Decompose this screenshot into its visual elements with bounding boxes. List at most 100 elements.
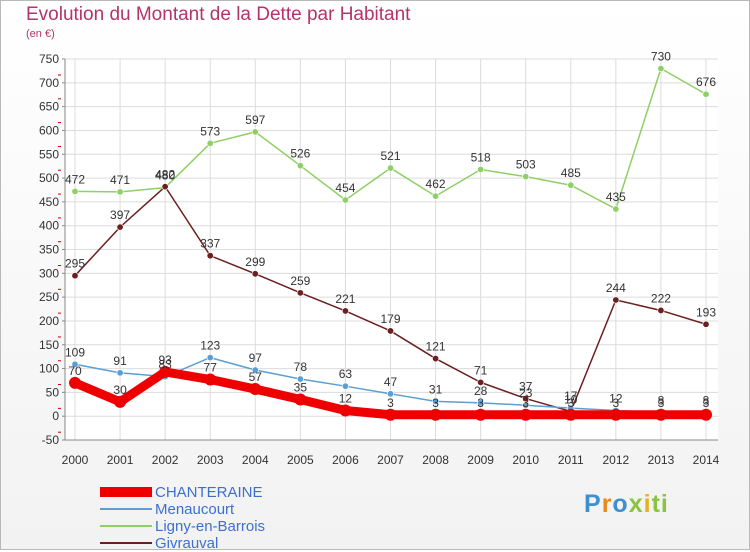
data-point	[612, 296, 620, 304]
data-label: 93	[158, 353, 172, 367]
y-tick-label: 400	[39, 219, 59, 233]
x-tick-label: 2004	[242, 453, 269, 467]
data-point	[386, 390, 394, 398]
data-label: 3	[613, 396, 620, 410]
data-point	[339, 404, 352, 417]
logo-letter: i	[660, 490, 669, 518]
data-label: 259	[290, 274, 310, 288]
logo-letter: x	[628, 490, 644, 518]
y-tick-label: 450	[39, 195, 59, 209]
data-label: 730	[651, 50, 671, 64]
x-tick-label: 2012	[603, 453, 630, 467]
data-label: 78	[294, 360, 308, 374]
data-label: 518	[471, 150, 491, 164]
data-label: 63	[339, 367, 353, 381]
y-tick-label: 600	[39, 123, 59, 137]
y-tick-label: 500	[39, 171, 59, 185]
data-label: 221	[335, 292, 355, 306]
data-point	[294, 393, 307, 406]
y-tick-label: -50	[42, 433, 60, 447]
data-point	[474, 408, 487, 421]
data-label: 480	[155, 169, 175, 183]
data-label: 121	[426, 340, 446, 354]
data-point	[432, 192, 440, 200]
y-tick-label: 0	[52, 409, 59, 423]
legend-swatch	[100, 508, 152, 510]
data-point	[251, 128, 259, 136]
y-tick-label: 50	[46, 385, 60, 399]
logo-letter: i	[643, 490, 652, 518]
data-label: 299	[245, 255, 265, 269]
data-label: 31	[429, 382, 443, 396]
data-label: 244	[606, 281, 626, 295]
data-label: 23	[519, 386, 533, 400]
y-tick-label: 150	[39, 338, 59, 352]
legend-label: Menaucourt	[155, 501, 235, 518]
x-tick-label: 2002	[152, 453, 179, 467]
data-point	[69, 376, 81, 389]
x-tick-label: 2005	[287, 453, 314, 467]
data-point	[251, 366, 259, 374]
data-point	[432, 355, 440, 363]
data-label: 454	[335, 181, 355, 195]
data-point	[296, 162, 304, 170]
data-label: 83	[158, 358, 172, 372]
x-tick-label: 2010	[512, 453, 539, 467]
data-label: 526	[290, 147, 310, 161]
data-point	[477, 399, 485, 407]
legend-swatch	[100, 525, 152, 527]
data-point	[251, 270, 259, 278]
data-point	[71, 187, 79, 195]
x-tick-label: 2001	[107, 453, 134, 467]
logo-letter: o	[612, 490, 629, 518]
data-label: 397	[110, 208, 130, 222]
data-label: 35	[294, 381, 308, 395]
data-point	[564, 408, 577, 421]
data-label: 70	[68, 364, 82, 378]
x-tick-label: 2013	[648, 453, 675, 467]
y-tick-label: 650	[39, 100, 59, 114]
y-tick-label: 750	[39, 52, 59, 66]
data-label: 503	[516, 158, 536, 172]
data-point	[432, 397, 440, 405]
data-point	[71, 360, 79, 368]
data-label: 676	[696, 75, 716, 89]
data-point	[567, 181, 575, 189]
data-label: 485	[561, 166, 581, 180]
data-label: 3	[522, 396, 529, 410]
data-point	[206, 139, 214, 147]
legend-swatch	[100, 487, 152, 497]
x-tick-label: 2007	[377, 453, 404, 467]
data-point	[657, 306, 665, 314]
data-label: 77	[204, 361, 218, 375]
data-point	[204, 373, 217, 386]
data-point	[702, 320, 710, 328]
data-label: 17	[564, 389, 578, 403]
data-point	[657, 65, 665, 73]
x-tick-label: 2009	[467, 453, 494, 467]
legend-label: CHANTERAINE	[155, 484, 263, 501]
data-point	[341, 307, 349, 315]
data-point	[206, 252, 214, 260]
data-point	[116, 369, 124, 377]
data-point	[702, 90, 710, 98]
data-label: 3	[658, 396, 665, 410]
data-point	[206, 354, 214, 362]
y-tick-label: 350	[39, 243, 59, 257]
chart-unit: (en €)	[26, 28, 55, 40]
data-label: 462	[426, 177, 446, 191]
y-tick-label: 250	[39, 290, 59, 304]
data-label: 47	[384, 375, 398, 389]
data-point	[114, 395, 127, 408]
legend-label: Ligny-en-Barrois	[155, 518, 266, 535]
data-label: 71	[474, 363, 488, 377]
x-tick-label: 2014	[693, 453, 720, 467]
data-point	[116, 223, 124, 231]
data-point	[654, 408, 667, 421]
data-label: 337	[200, 237, 220, 251]
y-tick-label: 550	[39, 147, 59, 161]
data-point	[116, 188, 124, 196]
data-point	[384, 408, 397, 421]
data-point	[296, 375, 304, 383]
